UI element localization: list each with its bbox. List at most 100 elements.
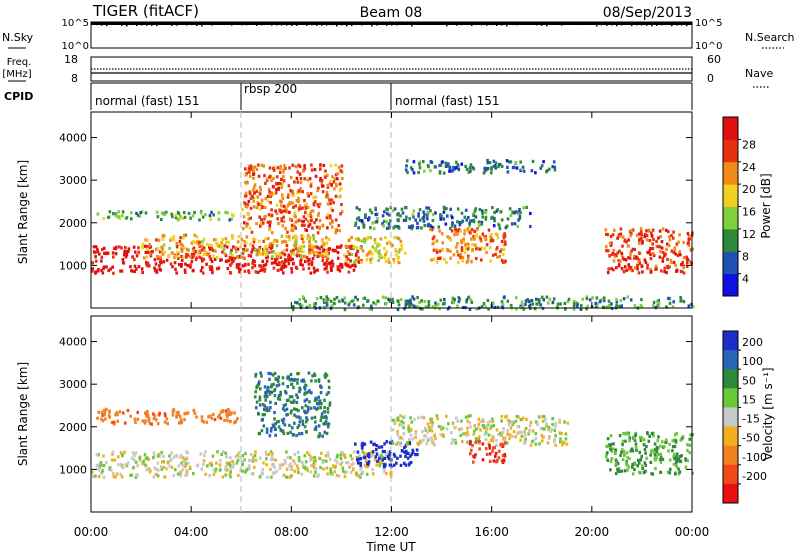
- echo-cell: [177, 212, 181, 216]
- echo-cell: [610, 302, 613, 306]
- echo-cell: [97, 410, 101, 414]
- echo-cell: [619, 453, 622, 457]
- echo-cell: [263, 205, 267, 209]
- echo-cell: [394, 247, 398, 252]
- echo-cell: [500, 248, 503, 252]
- echo-cell: [455, 245, 458, 249]
- echo-cell: [301, 190, 304, 194]
- echo-cell: [198, 243, 201, 248]
- echo-cell: [352, 450, 356, 454]
- nsearch-point: [686, 24, 688, 27]
- echo-cell: [290, 251, 294, 255]
- echo-cell: [286, 230, 289, 234]
- echo-cell: [679, 459, 683, 463]
- echo-cell: [668, 265, 671, 269]
- echo-cell: [218, 468, 222, 472]
- echo-cell: [279, 390, 282, 394]
- echo-cell: [558, 431, 562, 435]
- echo-cell: [283, 461, 287, 465]
- echo-cell: [355, 217, 359, 221]
- echo-cell: [303, 164, 306, 168]
- echo-cell: [262, 403, 265, 407]
- echo-cell: [170, 237, 173, 241]
- echo-cell: [360, 260, 363, 264]
- y-tick-label: 3000: [59, 174, 87, 187]
- echo-cell: [250, 472, 254, 476]
- echo-cell: [270, 383, 274, 387]
- echo-cell: [395, 461, 398, 465]
- echo-cell: [613, 228, 616, 232]
- echo-cell: [291, 261, 295, 266]
- echo-cell: [114, 252, 118, 256]
- echo-cell: [488, 420, 492, 424]
- echo-cell: [418, 300, 421, 304]
- echo-cell: [360, 239, 363, 243]
- echo-cell: [145, 264, 149, 268]
- power-data-region-8: [604, 227, 694, 275]
- echo-cell: [677, 240, 680, 244]
- echo-cell: [368, 216, 371, 220]
- echo-cell: [138, 456, 141, 460]
- echo-cell: [271, 373, 275, 377]
- echo-cell: [100, 259, 103, 263]
- echo-cell: [304, 430, 308, 434]
- echo-cell: [399, 423, 403, 427]
- echo-cell: [677, 472, 681, 476]
- echo-cell: [460, 246, 464, 250]
- echo-cell: [382, 462, 386, 466]
- echo-cell: [108, 415, 111, 419]
- echo-cell: [314, 174, 318, 178]
- echo-cell: [473, 237, 476, 241]
- nsearch-point: [681, 24, 683, 26]
- echo-cell: [490, 233, 493, 237]
- echo-cell: [301, 169, 305, 173]
- echo-cell: [281, 224, 285, 228]
- echo-cell: [324, 372, 327, 376]
- echo-cell: [352, 461, 355, 465]
- echo-cell: [270, 178, 273, 182]
- echo-cell: [500, 164, 504, 169]
- echo-cell: [313, 406, 316, 410]
- nsearch-point: [621, 23, 623, 26]
- echo-cell: [686, 232, 690, 236]
- echo-cell: [278, 263, 281, 267]
- echo-cell: [459, 255, 463, 259]
- echo-cell: [308, 242, 312, 246]
- echo-cell: [686, 258, 690, 262]
- echo-cell: [676, 452, 679, 456]
- echo-cell: [640, 264, 644, 268]
- echo-cell: [625, 460, 628, 464]
- echo-cell: [566, 300, 570, 304]
- echo-cell: [648, 239, 652, 243]
- nsearch-point: [391, 23, 393, 26]
- echo-cell: [322, 422, 325, 426]
- echo-cell: [400, 247, 404, 251]
- echo-cell: [348, 238, 351, 242]
- echo-cell: [228, 410, 231, 414]
- echo-cell: [299, 262, 302, 266]
- echo-cell: [453, 233, 456, 237]
- echo-cell: [673, 444, 677, 448]
- echo-cell: [687, 304, 691, 308]
- echo-cell: [661, 227, 665, 231]
- echo-cell: [350, 244, 353, 248]
- echo-cell: [354, 237, 358, 241]
- echo-cell: [484, 217, 488, 221]
- echo-cell: [417, 212, 420, 216]
- echo-cell: [283, 253, 287, 257]
- echo-cell: [250, 167, 254, 171]
- echo-cell: [463, 215, 467, 219]
- echo-cell: [295, 433, 298, 438]
- echo-cell: [552, 297, 556, 301]
- echo-cell: [213, 418, 217, 422]
- echo-cell: [158, 264, 161, 268]
- echo-cell: [272, 458, 275, 462]
- echo-cell: [349, 454, 352, 458]
- echo-cell: [564, 307, 567, 311]
- echo-cell: [306, 192, 310, 196]
- echo-cell: [255, 253, 259, 257]
- echo-cell: [302, 378, 305, 382]
- echo-cell: [486, 298, 490, 302]
- echo-cell: [576, 302, 579, 306]
